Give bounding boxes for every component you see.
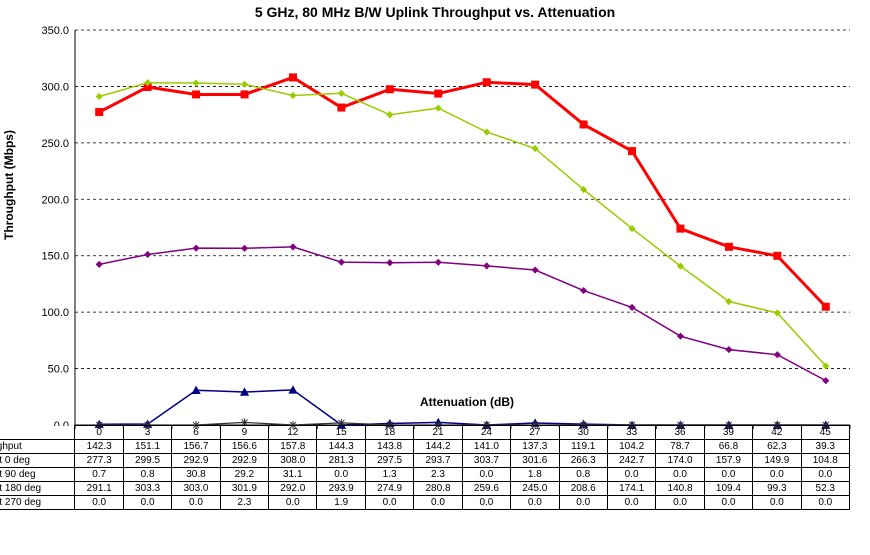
table-row: Throughput 270 deg0.00.00.02.30.01.90.00… <box>0 496 850 510</box>
chart-container: 5 GHz, 80 MHz B/W Uplink Throughput vs. … <box>0 0 870 555</box>
svg-text:100.0: 100.0 <box>41 307 69 319</box>
table-row: Throughput 0 deg277.3299.5292.9292.9308.… <box>0 454 850 468</box>
svg-text:250.0: 250.0 <box>41 138 69 150</box>
svg-text:350.0: 350.0 <box>41 25 69 37</box>
svg-text:150.0: 150.0 <box>41 251 69 263</box>
data-table: 0369121518212427303336394245 Avg Through… <box>0 425 850 510</box>
svg-text:300.0: 300.0 <box>41 81 69 93</box>
chart-plot: 0.050.0100.0150.0200.0250.0300.0350.0 <box>0 0 870 430</box>
table-row: Throughput 180 deg291.1303.3303.0301.929… <box>0 482 850 496</box>
category-row: 0369121518212427303336394245 <box>0 426 850 440</box>
table-row: Throughput 90 deg0.70.830.829.231.10.01.… <box>0 468 850 482</box>
table-row: Avg Throughput142.3151.1156.7156.6157.81… <box>0 440 850 454</box>
svg-text:50.0: 50.0 <box>48 364 69 376</box>
svg-text:200.0: 200.0 <box>41 194 69 206</box>
